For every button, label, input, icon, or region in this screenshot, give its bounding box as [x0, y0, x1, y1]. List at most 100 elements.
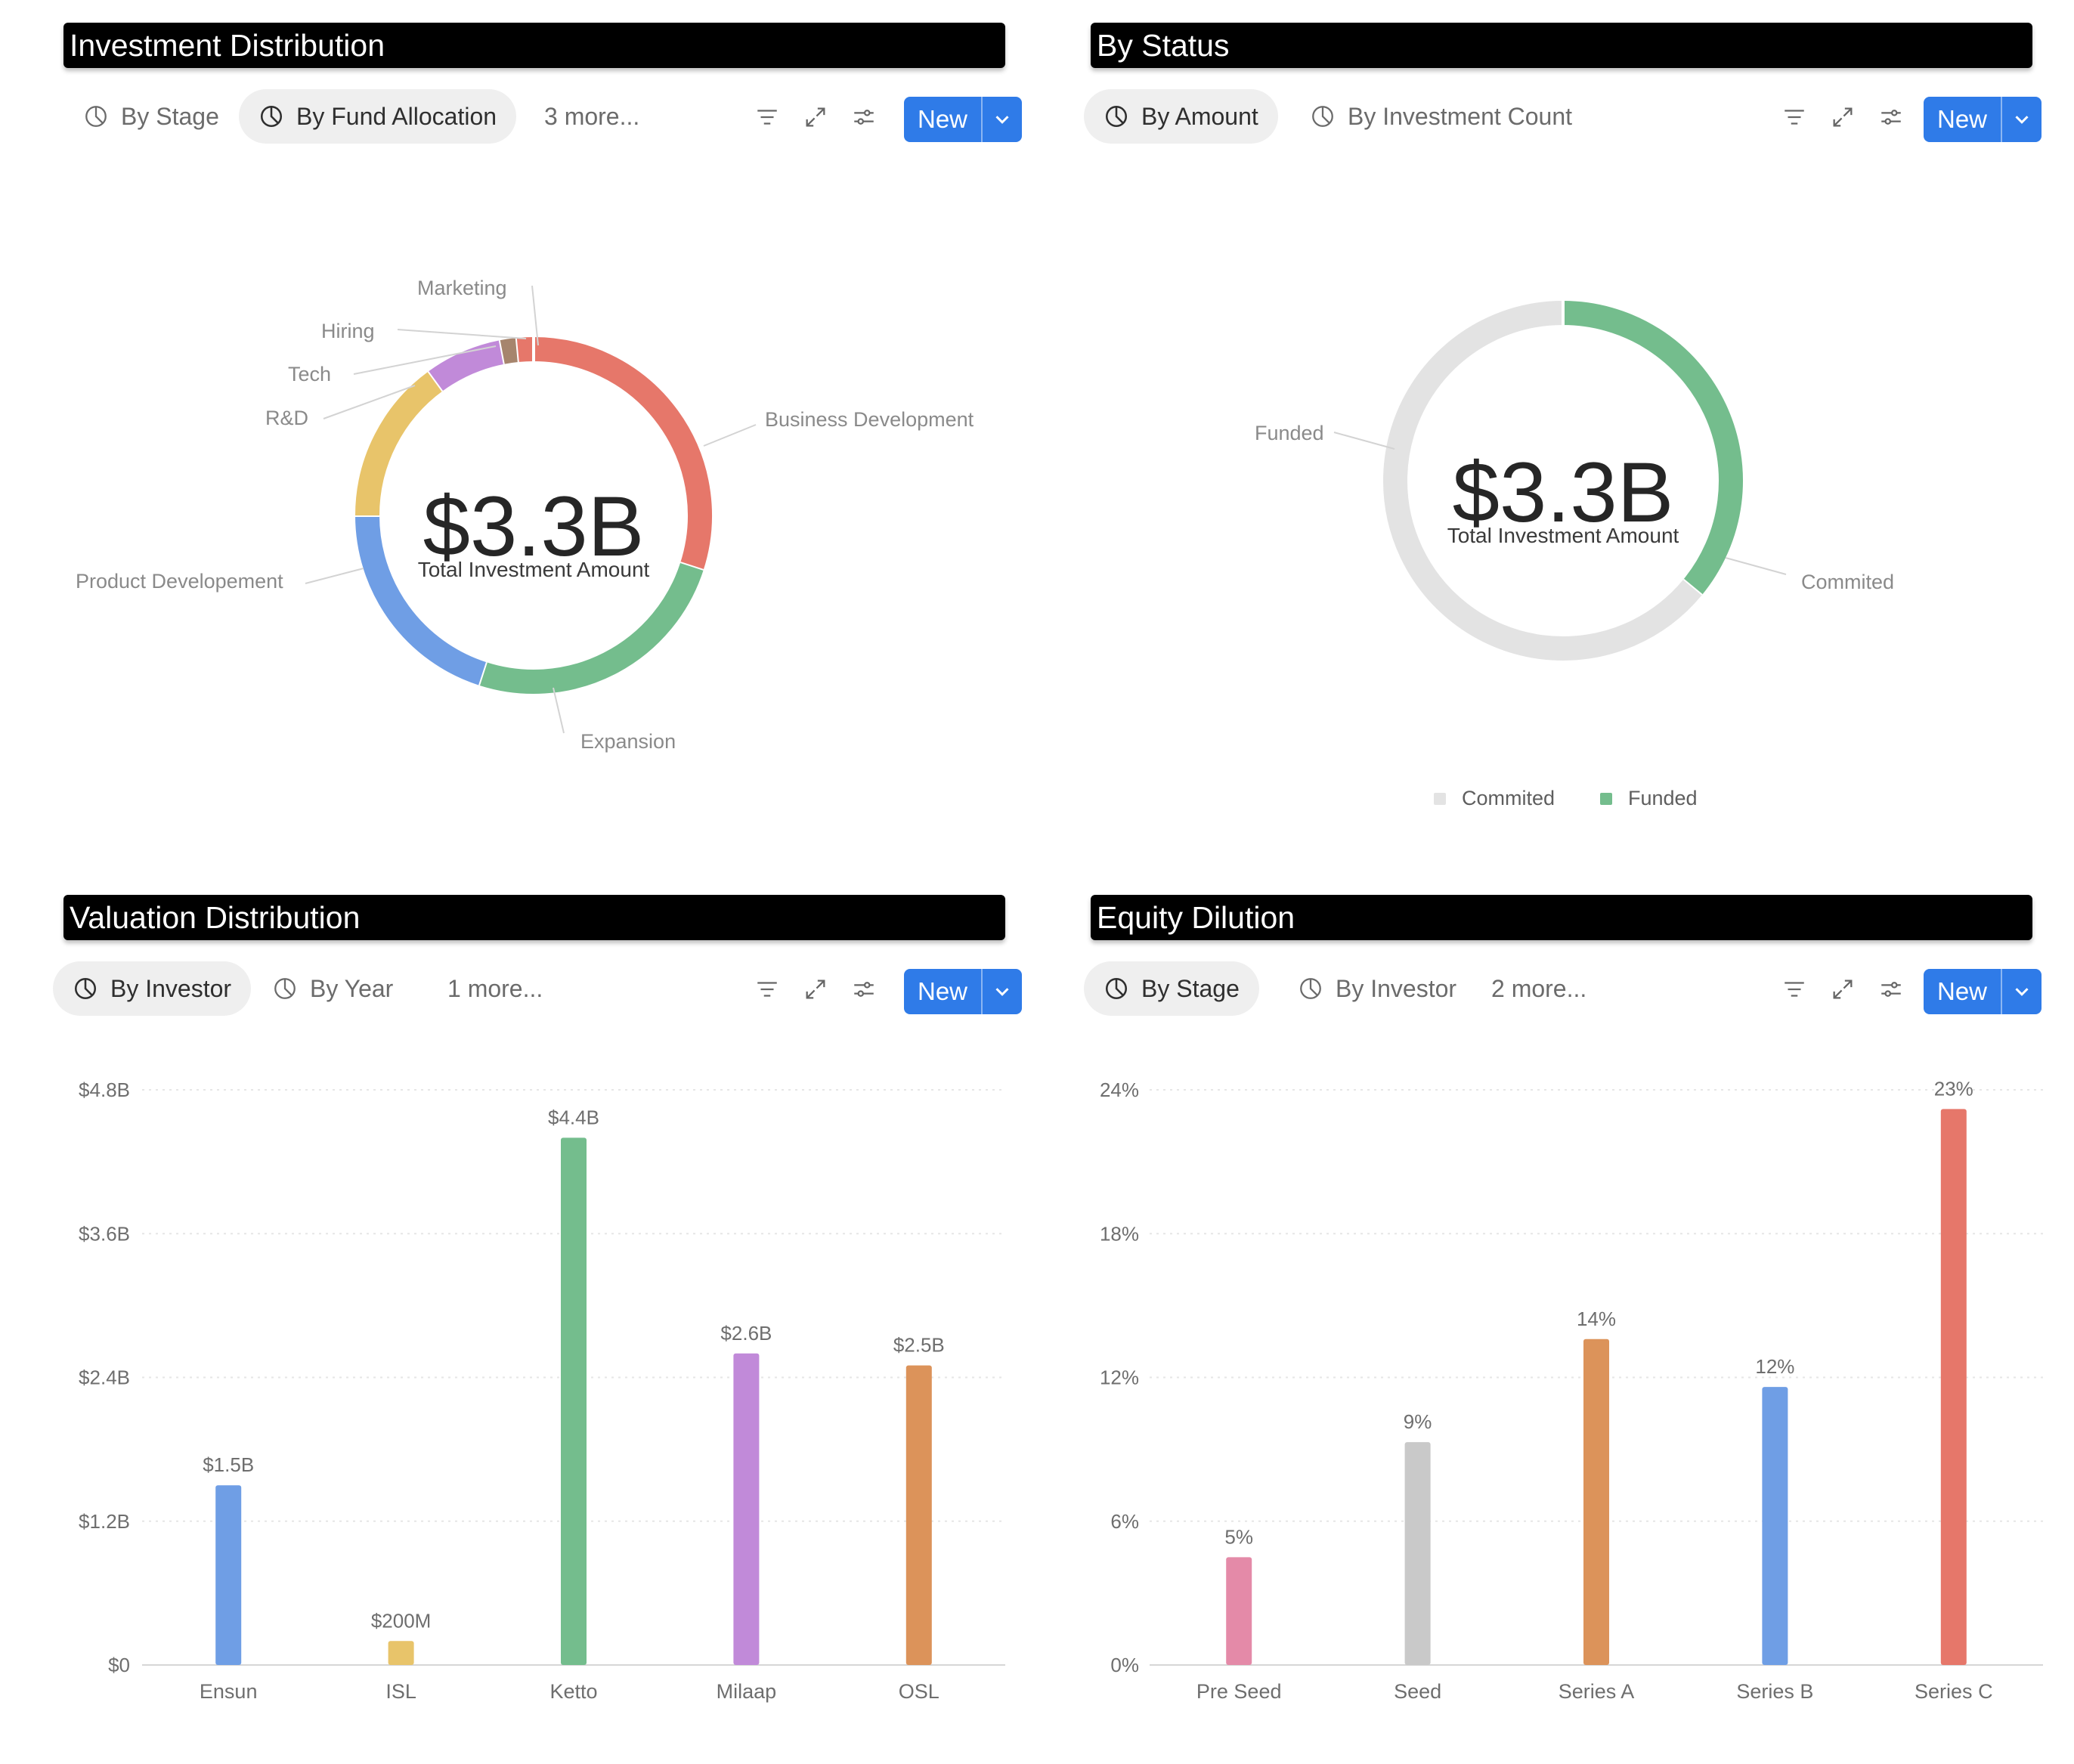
- tab-by-stage[interactable]: By Stage: [63, 89, 239, 144]
- pie-chart-icon: [260, 105, 283, 128]
- pie-chart-icon: [74, 977, 97, 1000]
- leader-line-rnd: [323, 385, 416, 419]
- chart-plot: 0% 6% 12% 18% 24% 5% Pre Seed 9% Seed 14% Series A…: [1100, 1077, 2043, 1703]
- leader-line-commited: [1725, 557, 1787, 575]
- tab-label: By Investor: [110, 974, 232, 1002]
- bar-series-c[interactable]: [1940, 1109, 1967, 1665]
- view-toolbar: By Stage By Investor 2 more...: [1084, 961, 2045, 1017]
- bar-seed[interactable]: [1404, 1442, 1431, 1665]
- tab-by-stage[interactable]: By Stage: [1084, 961, 1259, 1016]
- bar-value-label: 14%: [1577, 1308, 1616, 1330]
- view-toolbar: By Investor By Year 1 more...: [53, 961, 1017, 1017]
- new-dropdown-toggle[interactable]: [983, 969, 1022, 1014]
- new-dropdown-toggle[interactable]: [983, 97, 1022, 142]
- bar-ketto[interactable]: [561, 1137, 587, 1665]
- leader-line-tech: [353, 345, 497, 375]
- leader-line-product: [305, 568, 364, 584]
- label-funded: Funded: [1255, 422, 1324, 444]
- new-button[interactable]: New: [904, 969, 1022, 1014]
- expand-icon[interactable]: [1830, 104, 1856, 130]
- donut-slice-tech[interactable]: [429, 340, 506, 391]
- expand-icon[interactable]: [803, 104, 828, 130]
- panel-title: Investment Distribution: [63, 23, 1005, 68]
- new-button[interactable]: New: [1924, 969, 2041, 1014]
- filter-icon[interactable]: [1781, 976, 1807, 1002]
- sliders-icon[interactable]: [1878, 104, 1904, 130]
- tab-label: By Investment Count: [1348, 102, 1573, 130]
- donut-slice-marketing[interactable]: [516, 337, 534, 362]
- filter-icon[interactable]: [754, 976, 780, 1002]
- tab-by-amount[interactable]: By Amount: [1084, 89, 1278, 144]
- view-toolbar: By Stage By Fund Allocation 3 more...: [63, 89, 1017, 145]
- sliders-icon[interactable]: [1878, 976, 1904, 1002]
- donut-slice-business-development[interactable]: [533, 337, 712, 571]
- x-tick-label: Pre Seed: [1196, 1680, 1282, 1703]
- sliders-icon[interactable]: [851, 976, 877, 1002]
- new-dropdown-toggle[interactable]: [2002, 969, 2041, 1014]
- tab-by-investor[interactable]: By Investor: [1278, 961, 1476, 1016]
- legend-label-funded: Funded: [1628, 787, 1698, 809]
- x-tick-label: Series A: [1559, 1680, 1635, 1703]
- valuation-distribution-panel: Valuation Distribution By Investor By Ye…: [53, 895, 1022, 1764]
- leader-line-marketing: [531, 285, 539, 346]
- y-tick-label: $3.6B: [79, 1222, 130, 1245]
- tab-label: By Stage: [121, 102, 219, 130]
- leader-line-expansion: [553, 687, 565, 734]
- total-label: Total Investment Amount: [418, 558, 650, 581]
- tab-label: By Year: [310, 974, 394, 1002]
- tab-by-fund-allocation[interactable]: By Fund Allocation: [239, 89, 517, 144]
- equity-dilution-panel: Equity Dilution By Stage By Investor 2 m…: [1084, 895, 2045, 1764]
- bar-ensun[interactable]: [215, 1485, 242, 1665]
- slice-labels: Marketing Hiring Tech R&D Business Devel…: [76, 277, 974, 753]
- new-button[interactable]: New: [904, 97, 1022, 142]
- chevron-down-icon: [995, 116, 1009, 124]
- panel-title: Valuation Distribution: [63, 895, 1005, 940]
- expand-icon[interactable]: [803, 976, 828, 1002]
- status-donut-chart: Funded Commited $3.3B Total Investment A…: [1255, 301, 1894, 809]
- tab-by-investor[interactable]: By Investor: [53, 961, 252, 1016]
- total-value: $3.3B: [1453, 445, 1674, 540]
- bar-isl[interactable]: [388, 1641, 414, 1665]
- donut-slice-commited[interactable]: [1383, 301, 1702, 661]
- donut-slice-funded[interactable]: [1562, 301, 1743, 596]
- donut-segments: [355, 337, 712, 694]
- tab-by-year[interactable]: By Year: [252, 961, 413, 1016]
- more-views-link[interactable]: 1 more...: [447, 975, 543, 1002]
- tab-label: By Amount: [1141, 102, 1258, 130]
- filter-icon[interactable]: [754, 104, 780, 130]
- sliders-icon[interactable]: [851, 104, 877, 130]
- new-dropdown-toggle[interactable]: [2002, 97, 2041, 142]
- more-views-link[interactable]: 2 more...: [1491, 975, 1587, 1002]
- pie-chart-icon: [1105, 105, 1128, 128]
- donut-slice-expansion[interactable]: [478, 562, 704, 694]
- tab-label: By Stage: [1141, 974, 1240, 1002]
- label-marketing: Marketing: [417, 277, 507, 299]
- bar-series-b[interactable]: [1762, 1387, 1788, 1665]
- x-tick-label: Ketto: [549, 1680, 597, 1703]
- legend-swatch-funded: [1600, 793, 1612, 805]
- tab-by-investment-count[interactable]: By Investment Count: [1290, 89, 1592, 144]
- legend-label-commited: Commited: [1462, 787, 1555, 809]
- new-button-label: New: [1936, 105, 1988, 133]
- new-button[interactable]: New: [1924, 97, 2041, 142]
- bar-value-label: $2.5B: [893, 1334, 945, 1357]
- y-tick-label: 18%: [1100, 1222, 1139, 1245]
- tab-label: By Investor: [1336, 974, 1457, 1002]
- donut-slice-hiring[interactable]: [500, 338, 519, 364]
- bar-series-a[interactable]: [1583, 1338, 1609, 1665]
- bar-pre-seed[interactable]: [1226, 1557, 1252, 1665]
- bar-value-label: 12%: [1755, 1355, 1794, 1378]
- slice-labels: Funded Commited: [1255, 422, 1894, 593]
- bar-value-label: 9%: [1404, 1410, 1432, 1433]
- bar-osl[interactable]: [905, 1365, 932, 1665]
- pie-chart-icon: [1300, 978, 1321, 999]
- more-views-link[interactable]: 3 more...: [544, 103, 640, 130]
- chevron-down-icon: [995, 988, 1009, 996]
- expand-icon[interactable]: [1830, 976, 1856, 1002]
- filter-icon[interactable]: [1781, 104, 1807, 130]
- donut-slice-r-d[interactable]: [355, 371, 444, 516]
- donut-slice-product-developement[interactable]: [355, 515, 487, 685]
- button-divider: [981, 969, 983, 1014]
- bar-milaap[interactable]: [733, 1353, 760, 1665]
- bar-value-label: 5%: [1224, 1525, 1253, 1548]
